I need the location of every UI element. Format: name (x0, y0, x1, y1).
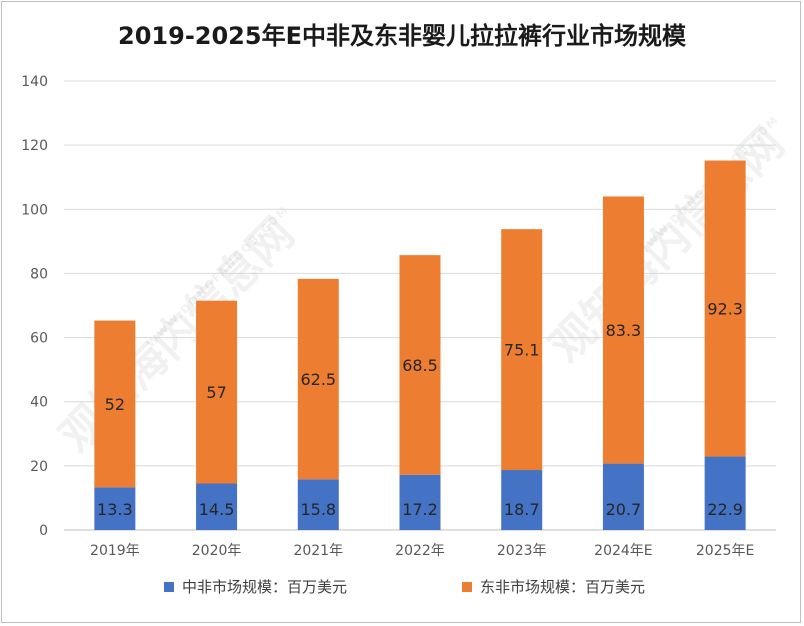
y-tick-label: 140 (21, 74, 48, 90)
bar-segment-east-africa (196, 300, 238, 484)
data-labels: 13.3 52 14.5 57 15.8 62.5 17.2 68.5 18.7 75.1 20.7… (97, 300, 743, 519)
y-tick-label: 120 (21, 138, 48, 154)
data-label: 20.7 (606, 500, 642, 519)
data-label: 17.2 (402, 500, 438, 519)
bars (94, 160, 746, 530)
x-tick-label: 2025年E (696, 543, 754, 559)
x-tick-label: 2023年 (497, 543, 547, 559)
bar-segment-central-africa (399, 474, 441, 530)
data-label: 83.3 (606, 321, 642, 340)
bar-segment-east-africa (399, 255, 441, 475)
bar-segment-central-africa (602, 463, 644, 530)
y-tick-label: 60 (30, 331, 48, 347)
legend-swatch-east-africa (462, 581, 472, 592)
bar-segment-east-africa (602, 196, 644, 464)
x-tick-label: 2022年 (395, 543, 445, 559)
data-label: 13.3 (97, 500, 133, 519)
x-tick-label: 2021年 (293, 543, 343, 559)
data-label: 18.7 (504, 500, 540, 519)
data-label: 15.8 (300, 500, 336, 519)
bar-segment-central-africa (94, 487, 136, 530)
y-tick-label: 80 (30, 266, 48, 282)
legend-swatch-central-africa (164, 581, 174, 592)
legend-label-central-africa: 中非市场规模：百万美元 (182, 578, 348, 596)
y-tick-label: 100 (21, 202, 48, 218)
x-axis: 2019年 2020年 2021年 2022年 2023年 2024年E 2025年E (90, 543, 754, 559)
bar-segment-east-africa (297, 278, 339, 480)
data-label: 92.3 (707, 300, 743, 319)
data-label: 57 (206, 383, 226, 402)
data-label: 22.9 (707, 500, 743, 519)
x-tick-label: 2020年 (192, 543, 242, 559)
data-label: 75.1 (504, 341, 540, 360)
y-tick-label: 0 (39, 523, 48, 539)
bar-segment-central-africa (704, 456, 746, 530)
y-tick-label: 40 (30, 395, 48, 411)
x-tick-label: 2024年E (594, 543, 652, 559)
bar-segment-east-africa (501, 229, 543, 471)
bar-segment-central-africa (297, 479, 339, 530)
legend: 中非市场规模：百万美元 东非市场规模：百万美元 (0, 576, 804, 600)
legend-item-central-africa: 中非市场规模：百万美元 (164, 576, 347, 597)
bar-segment-east-africa (704, 160, 746, 457)
y-tick-label: 20 (30, 459, 48, 475)
legend-item-east-africa: 东非市场规模：百万美元 (462, 576, 645, 597)
legend-label-east-africa: 东非市场规模：百万美元 (480, 578, 646, 596)
data-label: 52 (105, 395, 125, 414)
y-axis: 0 20 40 60 80 100 120 140 (21, 74, 48, 539)
data-label: 14.5 (199, 500, 235, 519)
data-label: 68.5 (402, 356, 438, 375)
bar-segment-central-africa (501, 470, 543, 530)
bar-segment-central-africa (196, 483, 238, 530)
bar-segment-east-africa (94, 320, 136, 488)
x-tick-label: 2019年 (90, 543, 140, 559)
data-label: 62.5 (300, 370, 336, 389)
chart-title: 2019-2025年E中非及东非婴儿拉拉裤行业市场规模 (118, 22, 686, 50)
